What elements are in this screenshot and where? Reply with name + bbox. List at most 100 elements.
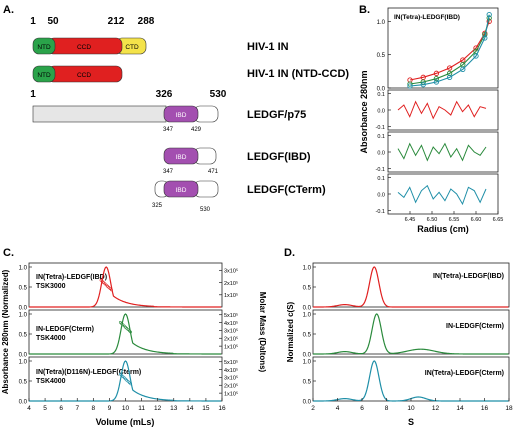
- data-point: [446, 65, 453, 71]
- y-tick-label: -0.1: [376, 209, 385, 215]
- main-plot-frame: [387, 7, 499, 89]
- subplot-label: TSK4000: [36, 378, 66, 385]
- x-tick-label: 6.55: [449, 217, 460, 223]
- y-tick-label-right: 3x10⁵: [224, 268, 238, 275]
- molar-mass-point: [129, 382, 133, 386]
- y-tick-label: 0.1: [377, 176, 385, 182]
- domain-label: IBD: [176, 187, 187, 194]
- y-tick-label: 0.0: [303, 353, 312, 359]
- y-tick-label: 1.0: [377, 20, 386, 26]
- subplot-frame: [312, 356, 510, 402]
- n-terminal-region: [32, 105, 167, 123]
- x-tick-label: 6.45: [405, 217, 416, 223]
- x-tick-label: 12: [154, 405, 162, 412]
- fit-line: [409, 17, 490, 85]
- x-tick-label: 10: [122, 405, 130, 412]
- x-axis-label: Volume (mLs): [96, 417, 155, 427]
- subplot-label: TSK3000: [36, 283, 66, 290]
- y-tick-label-right: 4x10⁵: [224, 320, 238, 327]
- y-tick-label: -0.1: [376, 125, 385, 131]
- x-tick-label: 14: [186, 405, 194, 412]
- construct-label: LEDGF/p75: [247, 109, 306, 121]
- x-tick-label: 4: [336, 405, 340, 412]
- y-tick-label: 0.0: [377, 87, 386, 93]
- panel-c-marks: 0.00.51.01x10⁵2x10⁵3x10⁵0.00.51.01x10⁵2x…: [19, 266, 239, 413]
- y-tick-label: 0.0: [377, 151, 385, 157]
- absorbance-trace: [29, 266, 222, 308]
- subplot-label: IN-LEDGF(Cterm): [446, 323, 504, 330]
- subplot-frame: [28, 262, 223, 308]
- ibd-domain: [163, 147, 199, 165]
- x-tick-label: 6: [59, 405, 63, 412]
- subplot-label: IN-LEDGF(Cterm): [36, 326, 94, 333]
- panel-d-sedimentation-velocity: IN(Tetra)-LEDGF(IBD) IN-LEDGF(Cterm) IN(…: [286, 262, 513, 427]
- y-tick-label: 1.0: [303, 313, 312, 319]
- subplot-label: IN(Tetra)-LEDGF(IBD): [433, 273, 504, 280]
- y-tick-label: 0.5: [303, 333, 312, 339]
- domain-label: CCD: [77, 44, 91, 51]
- domain-label: NTD: [37, 72, 51, 79]
- x-tick-label: 16: [481, 405, 489, 412]
- x-tick-label: 18: [505, 405, 513, 412]
- absorbance-trace: [29, 313, 222, 355]
- plot-title: IN(Tetra)-LEDGF(IBD): [394, 14, 460, 21]
- x-tick-label: 6.50: [427, 217, 438, 223]
- panel-letter-c: C.: [3, 247, 14, 259]
- construct-label: HIV-1 IN: [247, 41, 289, 53]
- y-tick-label: 1.0: [19, 266, 28, 272]
- y-tick-label: 0.5: [19, 333, 28, 339]
- y-tick-label: 0.0: [19, 400, 28, 406]
- y-tick-label-right: 2x10⁵: [224, 280, 238, 287]
- y-tick-label: 1.0: [303, 360, 312, 366]
- panel-letter-b: B.: [359, 4, 370, 16]
- panel-b-marks: 0.00.51.0-0.10.00.1-0.10.00.1-0.10.00.16…: [376, 12, 503, 223]
- row-ledgf-p75: 1 326 530 IBD 347 429 LEDGF/p75: [30, 89, 306, 133]
- data-point: [446, 74, 453, 80]
- x-tick-label: 8: [385, 405, 389, 412]
- panel-d-marks: 0.00.51.00.00.51.00.00.51.02 4 6 8 10 12 14 16 1…: [303, 266, 513, 413]
- x-tick-label: 8: [92, 405, 96, 412]
- y-tick-label: 1.0: [19, 360, 28, 366]
- cs-distribution-trace: [312, 313, 509, 355]
- residue-number: 347: [163, 127, 174, 133]
- residual-plot-frame: [387, 89, 499, 131]
- molar-mass-point: [109, 288, 113, 292]
- x-tick-label: 12: [432, 405, 440, 412]
- x-tick-label: 6.60: [471, 217, 482, 223]
- data-point: [486, 12, 492, 18]
- domain-label: IBD: [176, 112, 187, 119]
- domain-label: CCD: [77, 72, 91, 79]
- row-hiv1-in: 1 50 212 288 NTD CCD CTD HIV-1 IN: [30, 16, 289, 55]
- x-axis-label: S: [408, 417, 414, 427]
- y-tick-label: 0.0: [19, 306, 28, 312]
- x-tick-label: 16: [218, 405, 226, 412]
- domain-label: CTD: [125, 44, 139, 51]
- panel-letter-d: D.: [284, 247, 295, 259]
- y-tick-label-right: 2x10⁵: [224, 335, 238, 342]
- residue-number: 530: [200, 207, 211, 213]
- x-tick-label: 15: [202, 405, 210, 412]
- y-tick-label-right: 2x10⁵: [224, 382, 238, 389]
- y-tick-label-right: 1x10⁵: [224, 292, 238, 299]
- residual-plot-frame: [387, 131, 499, 173]
- x-tick-label: 6: [360, 405, 364, 412]
- data-point: [433, 79, 440, 85]
- subplot-frame: [312, 262, 510, 308]
- residue-number: 1: [30, 89, 36, 100]
- row-hiv1-in-ntd-ccd: NTD CCD HIV-1 IN (NTD-CCD): [32, 65, 349, 83]
- y-tick-label-right: 3x10⁵: [224, 375, 238, 382]
- residual-line: [397, 142, 487, 162]
- subplot-label: IN(Tetra)(D116N)-LEDGF(Cterm): [36, 369, 141, 376]
- panel-a-domain-diagrams: 1 50 212 288 NTD CCD CTD HIV-1 IN NTD CC…: [30, 16, 349, 213]
- x-tick-label: 13: [170, 405, 178, 412]
- construct-label: LEDGF(CTerm): [247, 184, 326, 196]
- subplot-label: IN(Tetra)-LEDGF(Cterm): [425, 370, 504, 377]
- y-axis-label: Normalized c(S): [286, 301, 295, 362]
- construct-label: HIV-1 IN (NTD-CCD): [247, 68, 349, 80]
- x-tick-label: 10: [407, 405, 415, 412]
- y-tick-label: 0.0: [377, 109, 385, 115]
- panel-b-sedimentation-equilibrium: IN(Tetra)-LEDGF(IBD) Absorbance 280nm Ra…: [359, 7, 503, 234]
- x-tick-label: 2: [311, 405, 315, 412]
- cs-distribution-trace: [312, 360, 509, 402]
- y-tick-label: 0.0: [303, 306, 312, 312]
